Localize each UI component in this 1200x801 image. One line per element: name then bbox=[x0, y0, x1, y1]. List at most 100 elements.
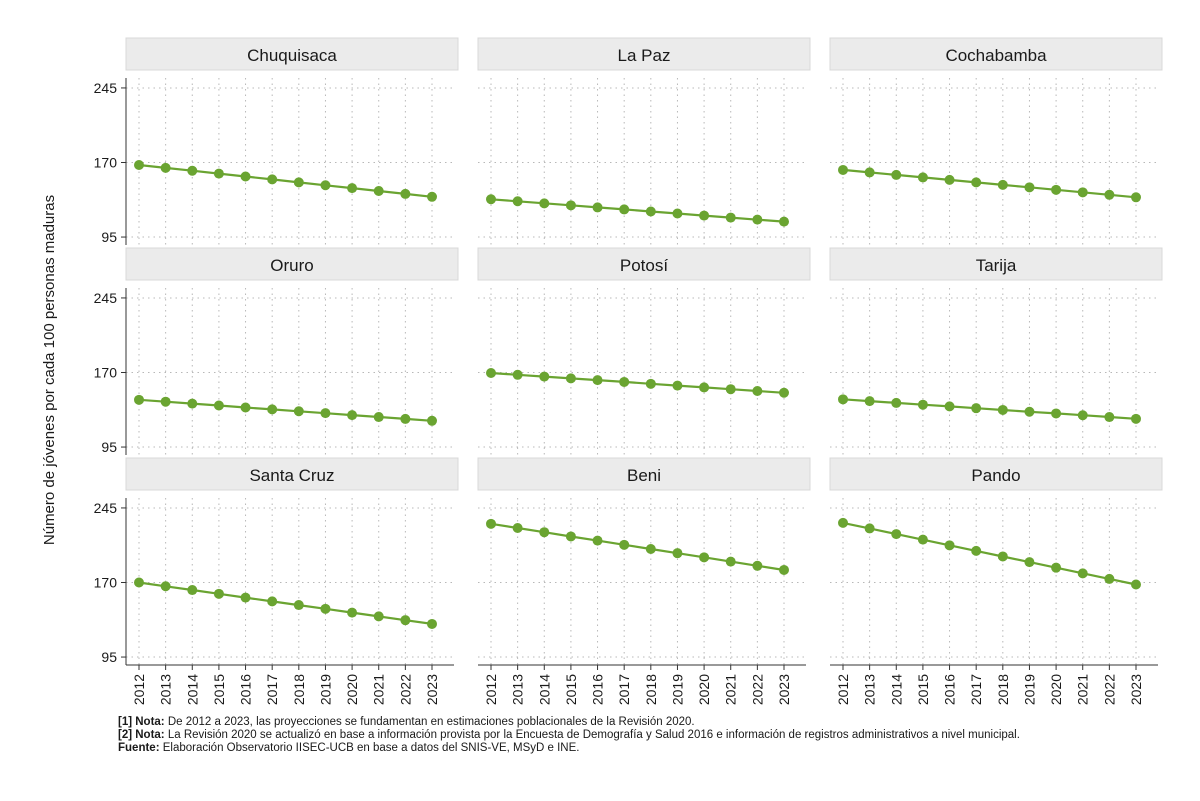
data-point bbox=[539, 527, 550, 538]
x-tick-label: 2013 bbox=[862, 674, 878, 705]
x-tick-label: 2014 bbox=[184, 674, 200, 705]
data-point bbox=[1077, 568, 1088, 579]
x-tick-label: 2013 bbox=[158, 674, 174, 705]
data-point bbox=[187, 165, 198, 176]
data-point bbox=[267, 596, 278, 607]
x-tick-label: 2018 bbox=[995, 674, 1011, 705]
panel-header-santa-cruz bbox=[125, 457, 459, 491]
data-point bbox=[864, 396, 875, 407]
data-point bbox=[1077, 187, 1088, 198]
data-point bbox=[838, 394, 848, 405]
data-point bbox=[160, 396, 171, 407]
panel-pando: Pando 2012 2013 2014 2015 2016 2017 2018 2019 202… bbox=[829, 457, 1163, 705]
source-note: Fuente: Elaboración Observatorio IISEC-U… bbox=[118, 742, 1188, 755]
data-point bbox=[486, 194, 496, 205]
x-tick-label: 2013 bbox=[510, 674, 526, 705]
source-label: Fuente: bbox=[118, 742, 160, 754]
data-point bbox=[293, 406, 304, 417]
data-point bbox=[645, 543, 656, 554]
data-point bbox=[134, 159, 144, 170]
data-point bbox=[213, 400, 224, 411]
source-text: Elaboración Observatorio IISEC-UCB en ba… bbox=[159, 742, 580, 754]
data-point bbox=[1104, 412, 1115, 423]
data-point bbox=[619, 539, 630, 550]
x-tick-label: 2015 bbox=[915, 674, 931, 705]
data-point bbox=[347, 183, 358, 194]
data-point bbox=[917, 172, 928, 183]
data-point bbox=[672, 380, 683, 391]
series-line-pando bbox=[842, 521, 1137, 586]
x-tick-label: 2018 bbox=[291, 674, 307, 705]
panel-title-beni: Beni bbox=[627, 466, 661, 485]
y-tick-label: 245 bbox=[94, 80, 118, 96]
panel-title-santa-cruz: Santa Cruz bbox=[249, 466, 334, 485]
data-point bbox=[592, 202, 603, 213]
y-tick-label: 95 bbox=[101, 229, 117, 245]
data-point bbox=[427, 415, 437, 426]
data-point bbox=[891, 169, 902, 180]
y-axis-label: Número de jóvenes por cada 100 personas … bbox=[41, 195, 58, 545]
data-point bbox=[486, 367, 496, 378]
data-point bbox=[373, 611, 384, 622]
data-point bbox=[672, 208, 683, 219]
data-point bbox=[699, 382, 710, 393]
data-point bbox=[134, 577, 144, 588]
panel-cochabamba: Cochabamba bbox=[829, 37, 1163, 245]
note-1: [1] Nota: De 2012 a 2023, las proyeccion… bbox=[118, 716, 1188, 729]
data-point bbox=[565, 531, 576, 542]
data-point bbox=[997, 404, 1008, 415]
data-point bbox=[267, 174, 278, 185]
data-point bbox=[917, 399, 928, 410]
x-tick-label: 2021 bbox=[723, 674, 739, 705]
data-point bbox=[864, 523, 875, 534]
x-tick-label: 2021 bbox=[1075, 674, 1091, 705]
panel-header-la-paz bbox=[477, 37, 811, 71]
x-tick-label: 2014 bbox=[888, 674, 904, 705]
data-point bbox=[1024, 406, 1035, 417]
x-tick-label: 2017 bbox=[968, 674, 984, 705]
data-point bbox=[838, 164, 848, 175]
x-tick-label: 2020 bbox=[344, 674, 360, 705]
data-point bbox=[619, 376, 630, 387]
data-point bbox=[971, 545, 982, 556]
series-line-cochabamba bbox=[842, 168, 1137, 199]
data-point bbox=[512, 196, 523, 207]
data-point bbox=[779, 564, 789, 575]
data-point bbox=[320, 408, 331, 419]
x-tick-label: 2022 bbox=[397, 674, 413, 705]
data-point bbox=[944, 401, 955, 412]
data-point bbox=[267, 404, 278, 415]
data-point bbox=[213, 168, 224, 179]
data-point bbox=[1104, 573, 1115, 584]
data-point bbox=[213, 588, 224, 599]
data-point bbox=[134, 394, 144, 405]
data-point bbox=[400, 413, 411, 424]
data-point bbox=[752, 214, 763, 225]
panel-title-oruro: Oruro bbox=[270, 256, 313, 275]
data-point bbox=[160, 162, 171, 173]
data-point bbox=[240, 592, 251, 603]
x-tick-label: 2023 bbox=[776, 674, 792, 705]
data-point bbox=[779, 216, 789, 227]
data-point bbox=[917, 534, 928, 545]
data-point bbox=[699, 210, 710, 221]
x-tick-label: 2012 bbox=[131, 674, 147, 705]
data-point bbox=[997, 551, 1008, 562]
series-line-oruro bbox=[138, 398, 433, 422]
y-tick-label: 95 bbox=[101, 439, 117, 455]
x-tick-label: 2016 bbox=[590, 674, 606, 705]
panel-title-cochabamba: Cochabamba bbox=[945, 46, 1047, 65]
data-point bbox=[427, 191, 437, 202]
data-point bbox=[645, 206, 656, 217]
data-point bbox=[187, 398, 198, 409]
x-tick-label: 2014 bbox=[536, 674, 552, 705]
data-point bbox=[752, 560, 763, 571]
data-point bbox=[539, 198, 550, 209]
data-point bbox=[1131, 579, 1141, 590]
panel-title-pando: Pando bbox=[971, 466, 1020, 485]
x-tick-label: 2017 bbox=[616, 674, 632, 705]
x-tick-label: 2023 bbox=[1128, 674, 1144, 705]
y-tick-label: 245 bbox=[94, 290, 118, 306]
data-point bbox=[293, 177, 304, 188]
data-point bbox=[699, 552, 710, 563]
